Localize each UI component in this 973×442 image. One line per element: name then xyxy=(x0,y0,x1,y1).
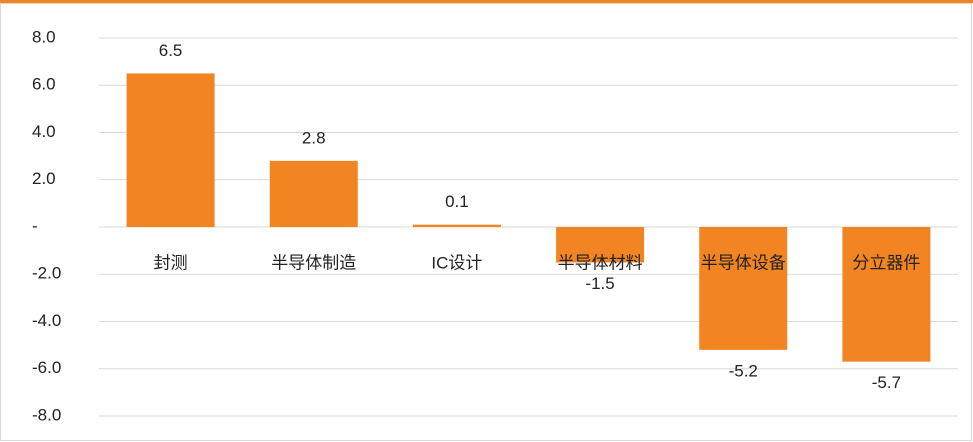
x-tick-label: 半导体材料 xyxy=(558,253,643,272)
data-label: -5.2 xyxy=(729,361,758,380)
x-tick-label: 半导体制造 xyxy=(271,253,356,272)
x-tick-label: 半导体设备 xyxy=(701,253,786,272)
bar xyxy=(842,227,931,362)
y-tick-label: -2.0 xyxy=(32,264,61,283)
data-label: 0.1 xyxy=(445,192,469,211)
frame xyxy=(0,3,972,441)
y-tick-label: 8.0 xyxy=(32,27,56,46)
data-label: 2.8 xyxy=(302,128,326,147)
y-tick-label: -8.0 xyxy=(32,405,61,424)
bar xyxy=(699,227,788,350)
y-tick-label: -4.0 xyxy=(32,311,61,330)
x-tick-label: 分立器件 xyxy=(852,253,920,272)
y-tick-label: - xyxy=(32,216,38,235)
x-tick-label: 封测 xyxy=(154,253,188,272)
y-tick-label: 2.0 xyxy=(32,169,56,188)
top-border xyxy=(0,0,973,3)
data-label: 6.5 xyxy=(159,41,183,60)
x-tick-label: IC设计 xyxy=(431,253,482,272)
bar xyxy=(269,160,358,227)
bar xyxy=(412,224,501,227)
bar xyxy=(126,73,215,227)
data-label: -5.7 xyxy=(872,373,901,392)
y-tick-label: 4.0 xyxy=(32,122,56,141)
bar xyxy=(556,227,645,263)
data-label: -1.5 xyxy=(585,274,614,293)
y-tick-label: 6.0 xyxy=(32,75,56,94)
y-tick-label: -6.0 xyxy=(32,358,61,377)
